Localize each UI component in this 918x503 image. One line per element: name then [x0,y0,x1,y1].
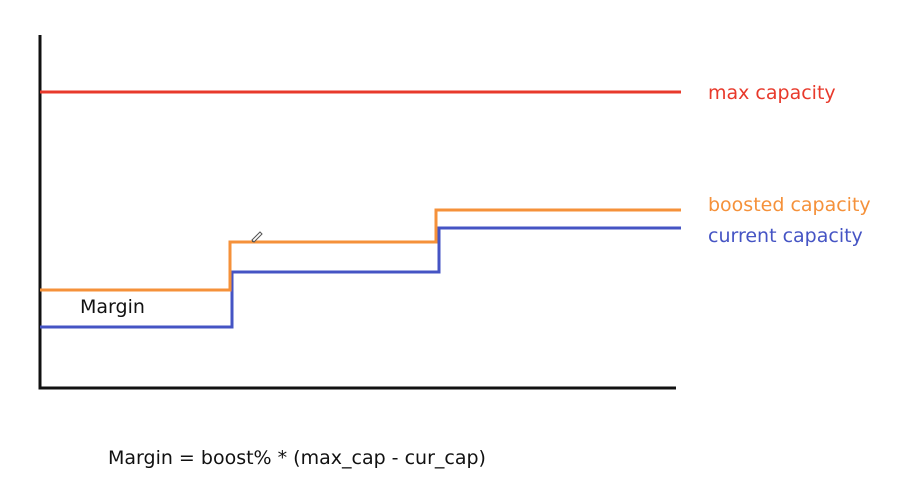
boosted-capacity-line [40,208,681,292]
max-capacity-label: max capacity [708,82,836,104]
pen-cursor-icon [251,231,263,243]
margin-formula: Margin = boost% * (max_cap - cur_cap) [108,447,486,469]
margin-label: Margin [80,296,145,318]
current-capacity-label: current capacity [708,225,863,247]
boosted-capacity-label: boosted capacity [708,194,871,216]
current-capacity-line [40,226,681,329]
